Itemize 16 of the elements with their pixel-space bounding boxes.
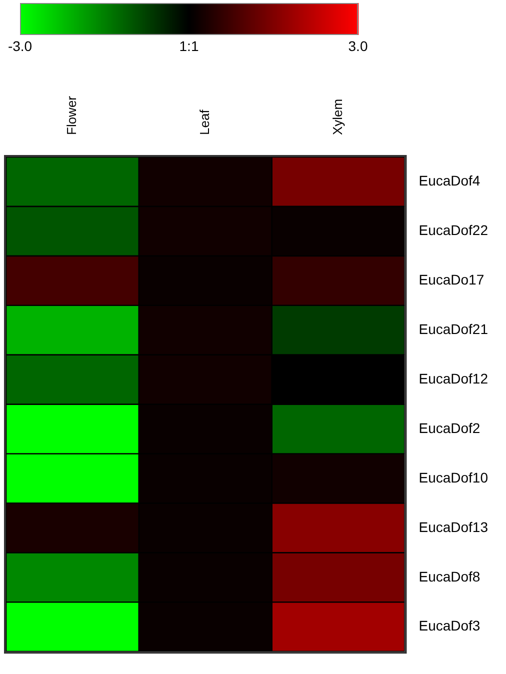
y-tick-label: EucaDof13 <box>418 518 488 535</box>
x-tick-label: Xylem <box>330 98 345 135</box>
color-bar-label: 1:1 <box>179 38 199 54</box>
y-tick-label: EucaDof21 <box>418 320 488 337</box>
y-tick-label: EucaDof2 <box>418 420 480 436</box>
color-bar-label: -3.0 <box>8 38 32 54</box>
y-tick-label: EucaDof3 <box>418 618 480 634</box>
y-tick-label: EucaDof8 <box>418 568 480 584</box>
y-tick-label: EucaDof10 <box>418 469 488 486</box>
y-tick-label: EucaDof22 <box>418 222 488 238</box>
y-tick-label: EucaDof4 <box>418 172 480 189</box>
y-tick-label: EucaDo17 <box>418 272 484 288</box>
color-bar-label: 3.0 <box>348 38 368 54</box>
x-tick-label: Leaf <box>196 109 212 135</box>
x-tick-label: Flower <box>64 95 80 135</box>
y-tick-label: EucaDof12 <box>418 370 488 386</box>
